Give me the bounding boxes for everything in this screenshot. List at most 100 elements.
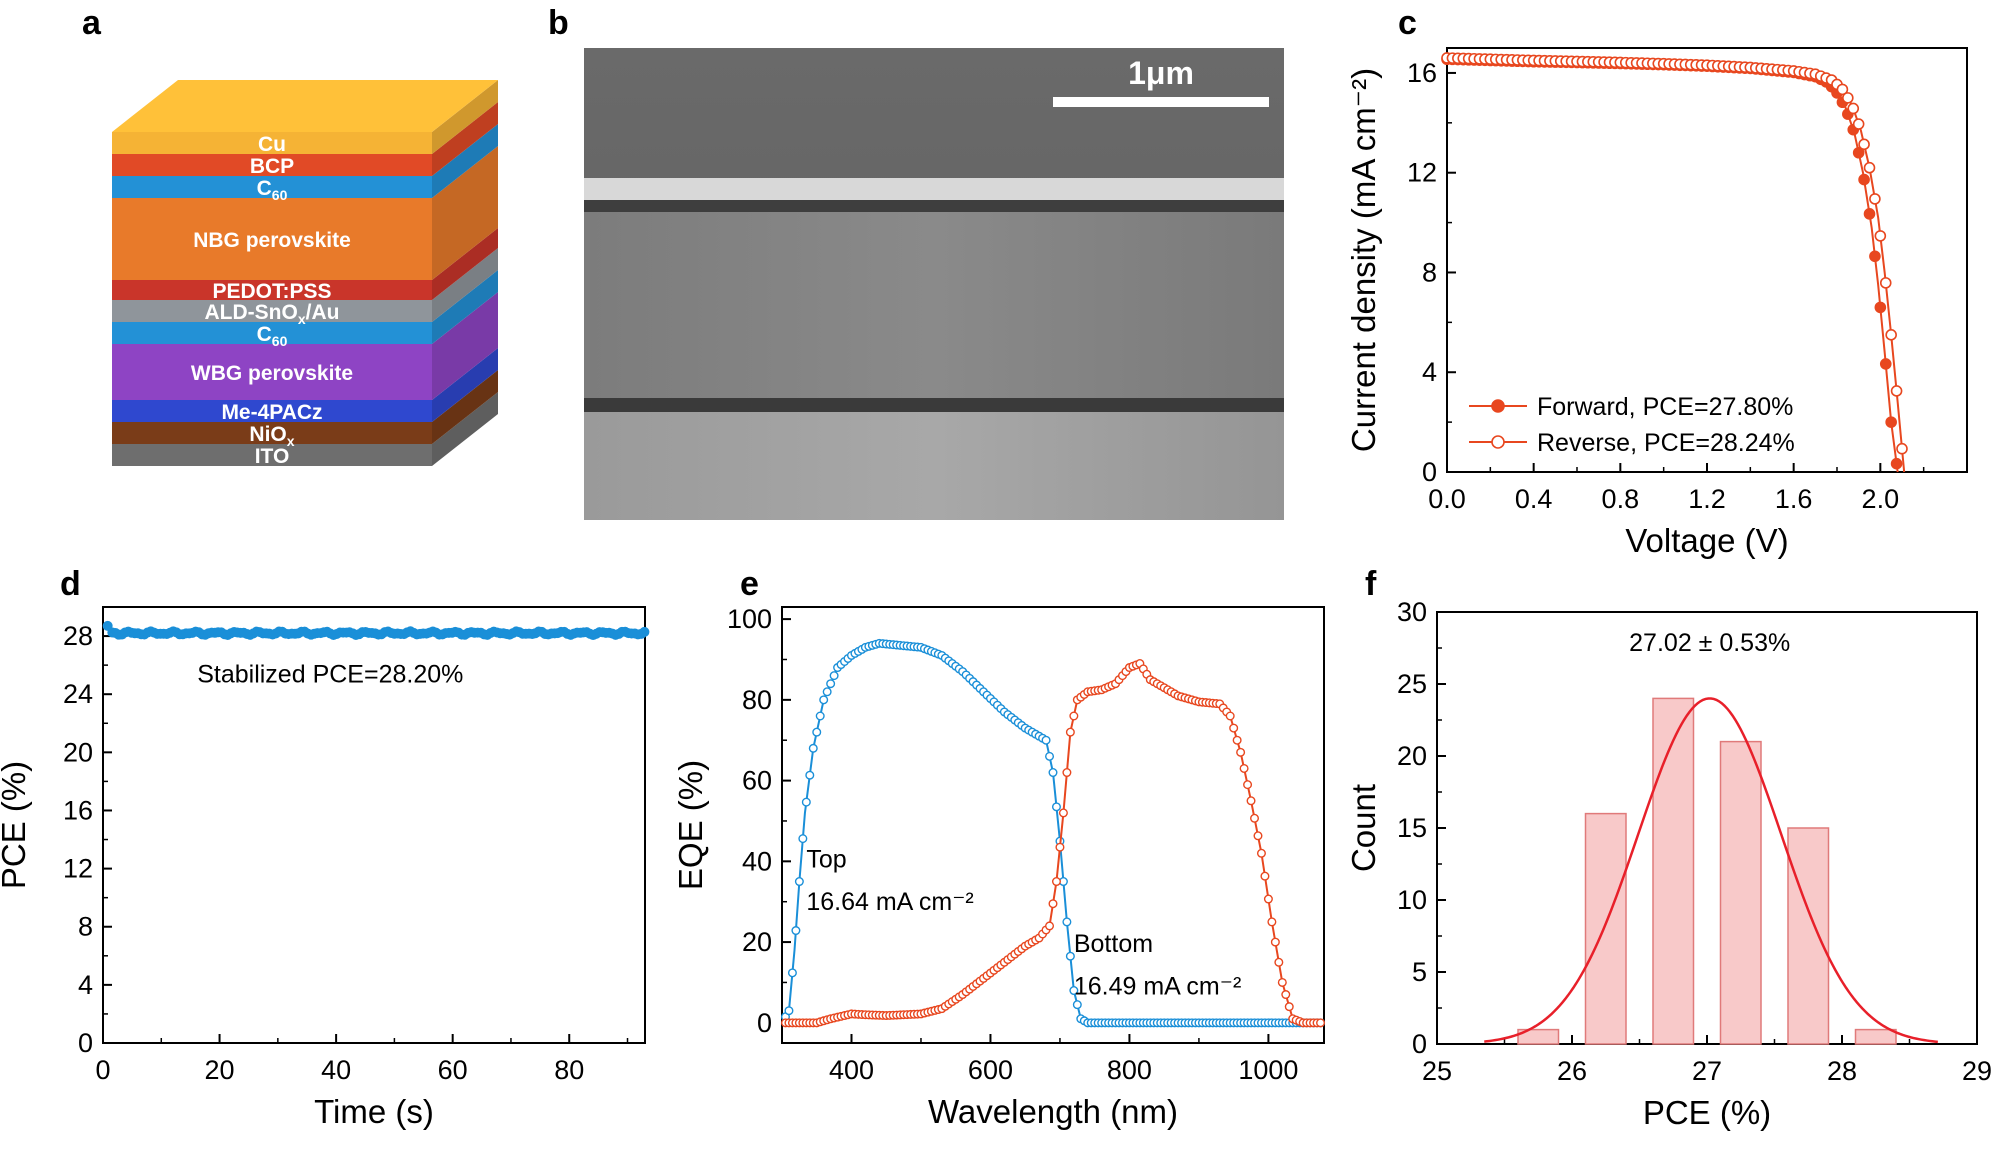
layer-front [112,444,432,466]
eqe-point [784,1006,794,1016]
x-axis-label: Voltage (V) [1625,522,1788,559]
panel-label-d: d [60,565,81,603]
jv-point [1863,161,1876,174]
panel-label-f: f [1365,565,1377,603]
layer-front [112,132,432,154]
eqe-point [819,695,829,705]
x-tick-label: 27 [1692,1056,1722,1086]
sem-gap [584,200,1284,212]
layer-front [112,322,432,344]
eqe-point [1250,813,1260,823]
jv-point [1852,118,1865,130]
eqe-point [801,797,811,807]
y-tick-label: 60 [742,766,772,796]
panel-label-a: a [82,4,102,42]
layer-label: C60 [257,177,288,203]
scale-bar [1053,97,1269,107]
x-tick-label: 60 [438,1055,468,1085]
label-span: x [298,311,306,327]
plot-frame [102,606,646,1044]
x-tick-label: 1.2 [1688,484,1726,514]
y-tick-label: 4 [78,970,93,1000]
eqe-point [1243,780,1253,790]
eqe-point [1062,917,1072,927]
jv-point [1890,457,1903,470]
histogram-bar [1584,812,1627,1045]
y-axis-label: Count [1345,784,1382,872]
y-tick-label: 8 [1422,257,1437,287]
stabilized-annotation: Stabilized PCE=28.20% [197,661,463,689]
x-tick-label: 1.6 [1775,484,1813,514]
jv-point [1847,102,1860,115]
x-tick-label: 0.0 [1428,484,1466,514]
layer-side [432,392,498,466]
x-axis-label: Time (s) [314,1093,434,1130]
chart-eqe: 400 600 800 1000 0 20 40 60 80 100 Wavelength (nm)… [672,604,1326,1130]
legend-marker [1491,435,1505,449]
eqe-label-bottom: Bottom [1074,930,1153,958]
eqe-point [1256,848,1266,858]
label-span: C [257,323,272,346]
layer-label: PEDOT:PSS [212,280,331,303]
y-tick-label: 0 [1412,1029,1427,1059]
label-span: ALD-SnO [205,301,298,324]
y-tick-label: 0 [757,1008,772,1038]
gaussian-fit-line [1484,697,1938,1044]
eqe-point [1058,808,1068,818]
x-tick-label: 0.4 [1515,484,1553,514]
eqe-point [1065,727,1075,737]
y-tick-label: 16 [63,795,93,825]
layer-side [432,348,498,422]
layer-label: Me-4PACz [221,401,322,424]
eqe-point [1051,877,1061,887]
jv-point [1874,301,1887,314]
eqe-jsc-bottom: 16.49 mA cm⁻² [1074,973,1241,1001]
x-tick-label: 80 [554,1055,584,1085]
y-tick-label: 12 [63,854,93,884]
x-tick-label: 800 [1107,1055,1152,1085]
x-tick-label: 28 [1827,1056,1857,1086]
eqe-line-0 [781,642,1324,1024]
pce-point [639,626,650,637]
layer-side [432,124,498,198]
legend-label: Reverse, PCE=28.24% [1537,429,1795,457]
y-tick-label: 20 [742,927,772,957]
x-axis-label: Wavelength (nm) [928,1093,1178,1130]
layer-front [112,198,432,280]
layer-side [432,270,498,344]
sem-wbg-layer [584,412,1284,520]
eqe-point [1277,977,1287,987]
y-tick-label: 0 [78,1028,93,1058]
legend-label: Forward, PCE=27.80% [1537,393,1793,421]
eqe-point [1274,957,1284,967]
histogram-bar [1719,740,1762,1045]
x-tick-label: 26 [1557,1056,1587,1086]
layer-side [432,80,498,154]
eqe-point [791,926,801,936]
y-tick-label: 28 [63,621,93,651]
eqe-point [1072,1000,1082,1010]
jv-point [1858,138,1870,151]
panel-label-e: e [740,565,759,603]
y-tick-label: 5 [1412,957,1427,987]
y-tick-label: 15 [1397,813,1427,843]
layer-label: C60 [257,323,288,349]
eqe-point [826,679,836,689]
x-tick-label: 400 [829,1055,874,1085]
legend-marker [1491,399,1505,413]
label-span: x [287,433,295,449]
eqe-label-top: Top [806,845,846,873]
layer-label: NBG perovskite [193,229,351,252]
layer-label: ALD-SnOx/Au [205,301,340,327]
eqe-point [1045,921,1055,931]
eqe-point [798,834,808,844]
y-axis-label: EQE (%) [672,760,709,890]
x-tick-label: 2.0 [1862,484,1900,514]
eqe-point [815,711,825,721]
x-tick-label: 1000 [1238,1055,1298,1085]
eqe-point [1281,990,1291,1000]
jv-point [1885,416,1897,428]
panel-label-b: b [548,4,569,42]
panel-label-c: c [1398,4,1417,42]
